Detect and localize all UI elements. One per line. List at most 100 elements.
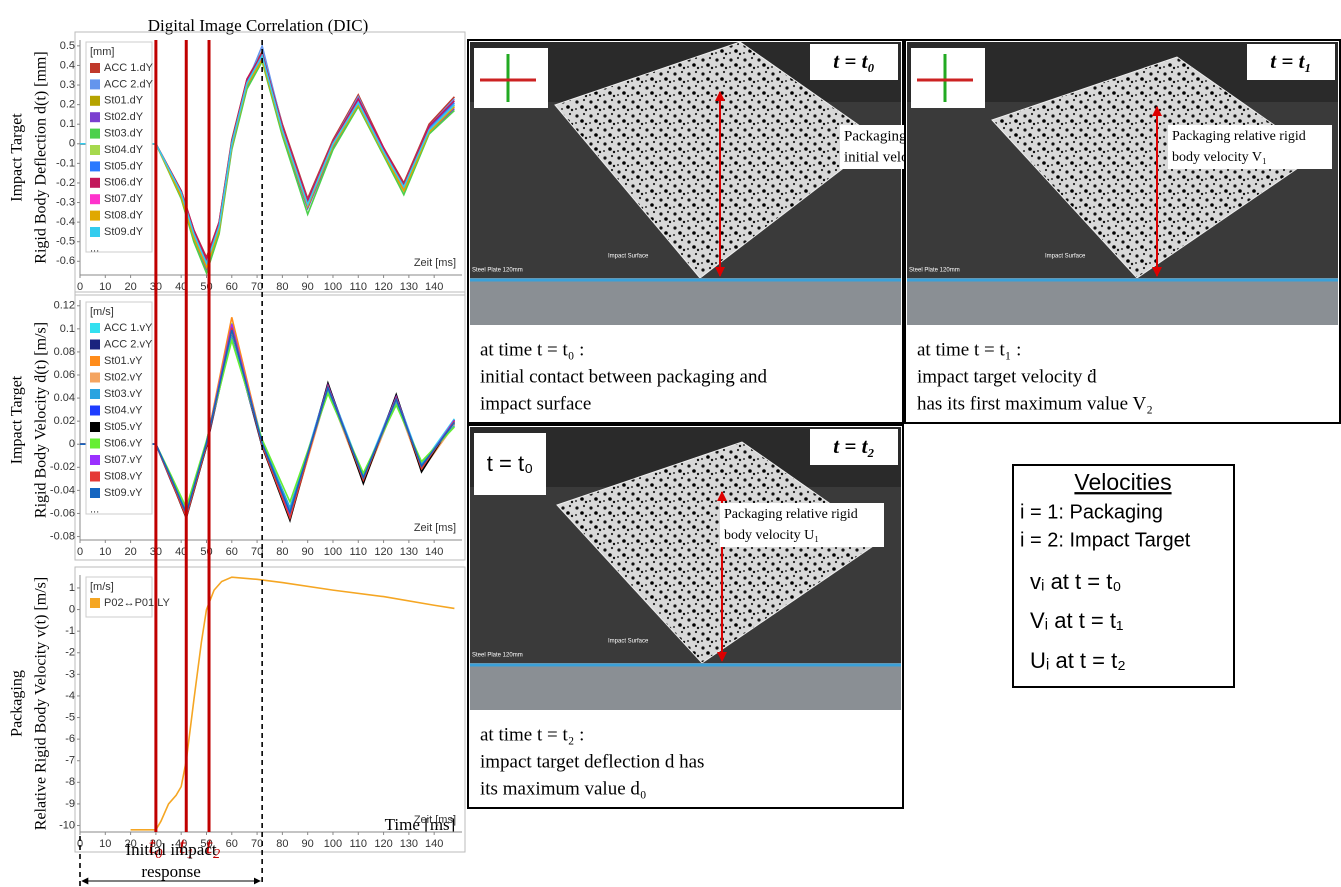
y-tick-label: -0.3 bbox=[56, 196, 75, 208]
x-tick-label: 120 bbox=[374, 281, 392, 293]
x-tick-label: 0 bbox=[77, 281, 83, 293]
legend-label: St05.dY bbox=[104, 160, 144, 172]
legend-label: ACC 1.dY bbox=[104, 62, 154, 74]
x-tick-label: 60 bbox=[226, 838, 238, 850]
y-tick-label: 0.12 bbox=[54, 300, 75, 312]
x-inner-label: Zeit [ms] bbox=[414, 257, 456, 269]
legend-unit: [mm] bbox=[90, 46, 114, 58]
y-tick-label: -7 bbox=[65, 755, 75, 767]
legend-swatch bbox=[90, 145, 100, 155]
annotation-text: body velocity U₁ bbox=[724, 528, 819, 543]
legend-swatch bbox=[90, 340, 100, 350]
y-tick-label: 1 bbox=[69, 582, 75, 594]
x-tick-label: 130 bbox=[400, 546, 418, 558]
legend-more: ... bbox=[90, 503, 99, 515]
y-tick-label: -8 bbox=[65, 776, 75, 788]
surface-label: Impact Surface bbox=[608, 639, 649, 645]
x-tick-label: 110 bbox=[350, 281, 368, 293]
legend-label: St09.vY bbox=[104, 487, 143, 499]
time-tag: t = t₁ bbox=[1270, 49, 1311, 73]
legend-swatch bbox=[90, 79, 100, 89]
x-tick-label: 120 bbox=[374, 546, 392, 558]
legend-swatch bbox=[90, 227, 100, 237]
legend-label: St06.vY bbox=[104, 437, 143, 449]
x-tick-label: 140 bbox=[425, 546, 443, 558]
x-tick-label: 140 bbox=[425, 281, 443, 293]
legend-swatch bbox=[90, 472, 100, 482]
legend-label: St04.vY bbox=[104, 404, 143, 416]
y-tick-label: -0.06 bbox=[50, 507, 75, 519]
x-tick-label: 100 bbox=[324, 546, 342, 558]
legend-label: St07.vY bbox=[104, 454, 143, 466]
x-tick-label: 0 bbox=[77, 546, 83, 558]
figure: Digital Image Correlation (DIC) Time [ms… bbox=[0, 0, 1341, 887]
x-tick-label: 60 bbox=[226, 281, 238, 293]
y-tick-label: -0.02 bbox=[50, 461, 75, 473]
x-tick-label: 90 bbox=[302, 546, 314, 558]
legend-label: St09.dY bbox=[104, 226, 144, 238]
x-tick-label: 20 bbox=[124, 281, 136, 293]
axis-icon bbox=[474, 48, 548, 108]
velocities-line: Uᵢ at t = t₂ bbox=[1030, 648, 1126, 673]
legend-label: St08.dY bbox=[104, 210, 144, 222]
caption: its maximum value d₀ bbox=[480, 778, 647, 799]
x-tick-label: 100 bbox=[324, 838, 342, 850]
caption: at time t = t₀ : bbox=[480, 339, 584, 360]
legend-swatch bbox=[90, 194, 100, 204]
x-tick-label: 100 bbox=[324, 281, 342, 293]
legend-label: P02↔P01.LY bbox=[104, 597, 171, 609]
y-tick-label: 0.08 bbox=[54, 346, 75, 358]
y-axis-label: Impact Target bbox=[9, 375, 26, 464]
x-tick-label: 130 bbox=[400, 838, 418, 850]
legend-label: St06.dY bbox=[104, 177, 144, 189]
x-tick-label: 120 bbox=[374, 838, 392, 850]
y-tick-label: -4 bbox=[65, 690, 75, 702]
y-tick-label: 0 bbox=[69, 603, 75, 615]
time-tag: t = t₂ bbox=[833, 434, 874, 458]
y-tick-label: -2 bbox=[65, 647, 75, 659]
impact-plate bbox=[470, 663, 901, 710]
x-tick-label: 20 bbox=[124, 546, 136, 558]
legend-label: St04.dY bbox=[104, 144, 144, 156]
x-tick-label: 90 bbox=[302, 838, 314, 850]
y-axis-label: Relative Rigid Body Velocity v(t) [m/s] bbox=[33, 577, 50, 830]
y-axis-label: Rigid Body Deflection d(t) [mm] bbox=[33, 51, 50, 263]
legend-unit: [m/s] bbox=[90, 306, 114, 318]
x-tick-label: 10 bbox=[99, 838, 111, 850]
x-tick-label: 90 bbox=[302, 281, 314, 293]
legend-swatch bbox=[90, 389, 100, 399]
y-tick-label: 0 bbox=[69, 138, 75, 150]
legend-swatch bbox=[90, 373, 100, 383]
legend-swatch bbox=[90, 96, 100, 106]
y-tick-label: 0 bbox=[69, 438, 75, 450]
annotation-text: Packaging relative rigid bbox=[724, 507, 858, 522]
legend-swatch bbox=[90, 422, 100, 432]
x-tick-label: 10 bbox=[99, 546, 111, 558]
caption: impact target velocity ḋ bbox=[917, 366, 1097, 387]
y-tick-label: -6 bbox=[65, 733, 75, 745]
y-tick-label: -0.4 bbox=[56, 216, 75, 228]
y-axis-label: Impact Target bbox=[9, 113, 26, 202]
caption: at time t = t₂ : bbox=[480, 724, 584, 745]
legend-swatch bbox=[90, 63, 100, 73]
velocities-line: i = 1: Packaging bbox=[1020, 501, 1163, 523]
x-inner-label: Zeit [ms] bbox=[414, 522, 456, 534]
y-tick-label: 0.4 bbox=[60, 59, 75, 71]
caption: impact target deflection d has bbox=[480, 751, 704, 772]
x-inner-label: Zeit [ms] bbox=[414, 814, 456, 826]
y-tick-label: -0.08 bbox=[50, 530, 75, 542]
series-line bbox=[131, 577, 455, 830]
legend-label: St05.vY bbox=[104, 421, 143, 433]
x-tick-label: 80 bbox=[276, 838, 288, 850]
plate-label: Steel Plate 120mm bbox=[909, 268, 960, 274]
y-tick-label: -0.6 bbox=[56, 255, 75, 267]
y-axis-label: Packaging bbox=[9, 670, 26, 737]
y-tick-label: 0.3 bbox=[60, 79, 75, 91]
legend-label: St07.dY bbox=[104, 193, 144, 205]
photo-panel: Impact SurfaceSteel Plate 120mmt = t₁Pac… bbox=[905, 40, 1340, 423]
y-tick-label: 0.5 bbox=[60, 40, 75, 52]
legend-swatch bbox=[90, 406, 100, 416]
y-tick-label: -0.5 bbox=[56, 236, 75, 248]
legend-swatch bbox=[90, 112, 100, 122]
